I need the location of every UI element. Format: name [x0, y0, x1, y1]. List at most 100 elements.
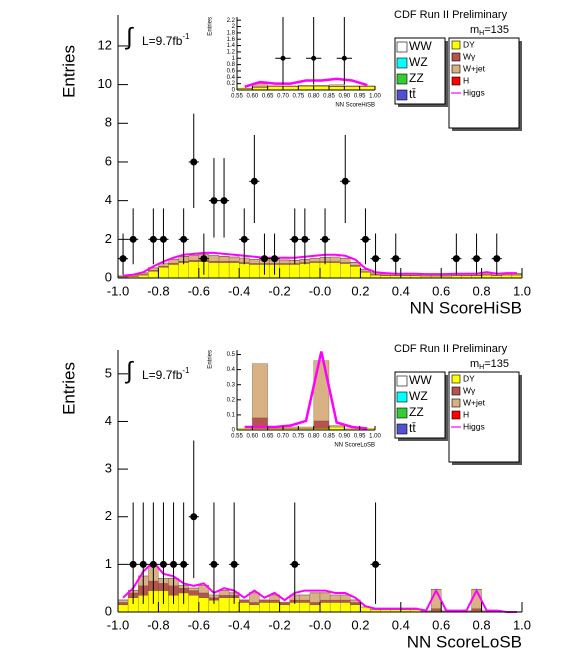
legend-swatch	[396, 407, 408, 419]
inset-background	[207, 13, 381, 110]
x-tick-label: 0.70	[277, 434, 289, 440]
x-tick-label: -1.0	[107, 617, 129, 632]
y-tick-label: 1.6	[227, 37, 236, 43]
x-tick-label: 0.8	[473, 283, 491, 298]
histogram-bar	[168, 263, 179, 265]
legend-swatch	[396, 41, 408, 53]
x-tick-label: 0.4	[392, 283, 410, 298]
histogram-bar	[188, 255, 199, 261]
data-point	[159, 235, 167, 243]
x-tick-label: 0.60	[246, 434, 258, 440]
histogram-bar	[299, 599, 311, 603]
y-tick-label: 4	[105, 413, 112, 428]
histogram-bar	[218, 590, 230, 596]
histogram-bar	[328, 84, 345, 87]
histogram-bar	[319, 602, 331, 613]
legend-swatch	[396, 391, 408, 403]
data-point	[129, 235, 137, 243]
histogram-bar	[319, 592, 331, 601]
lumi-superscript: -1	[182, 366, 190, 375]
data-point	[493, 255, 501, 263]
mass-label: mH=135	[470, 358, 509, 371]
histogram-bar	[309, 262, 321, 279]
histogram-bar	[313, 86, 330, 91]
lumi-symbol: ∫	[124, 357, 134, 384]
histogram-bar	[249, 592, 260, 603]
mass-value: =135	[484, 24, 509, 36]
x-tick-label: 0.2	[351, 283, 369, 298]
data-point	[119, 255, 127, 263]
histogram-bar	[319, 262, 331, 279]
histogram-bar	[117, 602, 129, 606]
lumi-superscript: -1	[182, 32, 190, 41]
y-tick-label: 0.6	[227, 69, 236, 75]
mass-symbol: m	[470, 358, 479, 370]
y-tick-label: 2.2	[227, 18, 236, 24]
histogram-bar	[340, 595, 351, 601]
x-tick-label: 0.85	[323, 94, 335, 100]
data-point	[452, 255, 460, 263]
histogram-bar	[249, 604, 260, 613]
legend-label: Wγ	[463, 51, 476, 61]
histogram-bar	[340, 258, 351, 263]
x-tick-label: -0.0	[309, 283, 331, 298]
x-tick-label: -1.0	[107, 283, 129, 298]
legend-label: Wγ	[463, 385, 476, 395]
x-tick-label: 0.8	[473, 617, 491, 632]
y-tick-label: 1	[105, 556, 112, 571]
y-tick-label: 1.8	[227, 30, 236, 36]
legend-swatch	[396, 423, 408, 435]
histogram-bar	[249, 259, 260, 264]
legend-box	[448, 371, 520, 463]
inset-background	[207, 346, 381, 450]
y-tick-label: 0.2	[227, 81, 236, 87]
lumi-text: L=9.7fb	[142, 34, 183, 48]
histogram-bar	[259, 602, 270, 613]
data-point	[180, 235, 188, 243]
legend-swatch	[451, 64, 461, 74]
histogram-bar	[350, 266, 361, 279]
x-tick-label: 0.65	[262, 94, 274, 100]
x-tick-label: 0.80	[308, 434, 320, 440]
histogram-bar	[298, 85, 314, 87]
histogram-bar	[319, 599, 331, 603]
x-tick-label: 0.95	[354, 434, 366, 440]
signal-line	[244, 351, 368, 430]
data-point	[129, 560, 137, 568]
data-point	[341, 55, 347, 61]
histogram-bar	[218, 262, 230, 279]
data-point	[271, 255, 279, 263]
y-tick-label: 12	[98, 37, 112, 52]
x-tick-label: 1.00	[369, 94, 381, 100]
data-point	[200, 255, 208, 263]
mass-subscript: H	[479, 364, 484, 371]
x-tick-label: 0.90	[338, 434, 350, 440]
histogram-bar	[252, 363, 268, 419]
x-tick-label: 0.60	[246, 94, 258, 100]
histogram-bar	[298, 426, 314, 429]
data-point	[372, 560, 380, 568]
histogram-bar	[218, 597, 230, 613]
data-point	[149, 235, 157, 243]
histogram-bar	[329, 599, 341, 603]
legend-label: WW	[409, 373, 432, 387]
y-tick-label: 0.8	[227, 62, 236, 68]
histogram-bar	[218, 256, 230, 262]
y-tick-label: 10	[98, 76, 112, 91]
x-axis-title: NN ScoreHiSB	[410, 298, 522, 317]
data-point	[291, 235, 299, 243]
data-point	[372, 255, 380, 263]
mass-label: mH=135	[470, 24, 509, 37]
y-tick-label: 1.2	[227, 49, 236, 55]
x-tick-label: 0.85	[323, 434, 335, 440]
histogram-bar	[279, 259, 290, 264]
legend-swatch	[451, 76, 461, 86]
histogram-bar	[309, 258, 321, 262]
histogram-bar	[279, 264, 290, 279]
y-tick-label: 0.4	[227, 367, 236, 373]
legend-swatch	[396, 57, 408, 69]
histogram-bar	[178, 262, 189, 279]
histogram-bar	[208, 255, 220, 262]
chart-title: CDF Run II Preliminary	[394, 343, 508, 355]
histogram-bar	[158, 266, 169, 268]
